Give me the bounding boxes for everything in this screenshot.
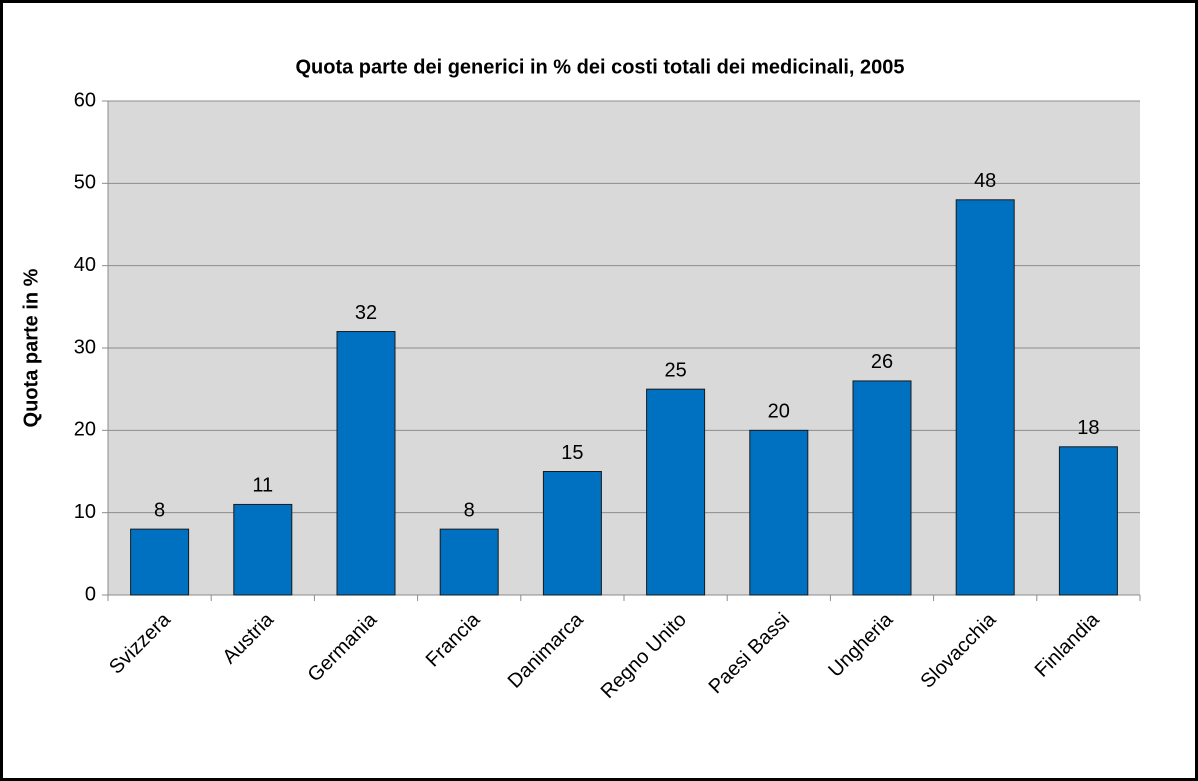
y-tick-label: 10: [74, 501, 96, 523]
y-tick-label: 40: [74, 254, 96, 276]
data-label: 20: [768, 401, 790, 423]
bar: [749, 429, 809, 596]
bar: [852, 380, 912, 596]
y-tick-label: 60: [74, 89, 96, 111]
y-tick-label: 50: [74, 172, 96, 194]
bar: [955, 199, 1015, 596]
data-label: 25: [664, 359, 686, 381]
bar: [1058, 446, 1118, 596]
bar: [233, 503, 293, 596]
y-tick-label: 30: [74, 336, 96, 358]
data-label: 11: [252, 475, 273, 497]
y-tick-label: 0: [85, 583, 96, 605]
data-label: 48: [974, 170, 996, 192]
data-label: 15: [561, 442, 583, 464]
y-tick-label: 20: [74, 419, 96, 441]
data-label: 26: [871, 351, 893, 373]
bar: [336, 331, 396, 596]
bar: [439, 528, 499, 596]
data-label: 32: [355, 302, 377, 324]
bar: [646, 388, 706, 596]
data-label: 18: [1077, 417, 1099, 439]
chart-title: Quota parte dei generici in % dei costi …: [295, 56, 904, 78]
data-label: 8: [154, 499, 165, 521]
data-label: 8: [464, 499, 475, 521]
bar: [542, 471, 602, 596]
y-axis-label: Quota parte in %: [20, 268, 42, 427]
bar: [130, 528, 190, 596]
